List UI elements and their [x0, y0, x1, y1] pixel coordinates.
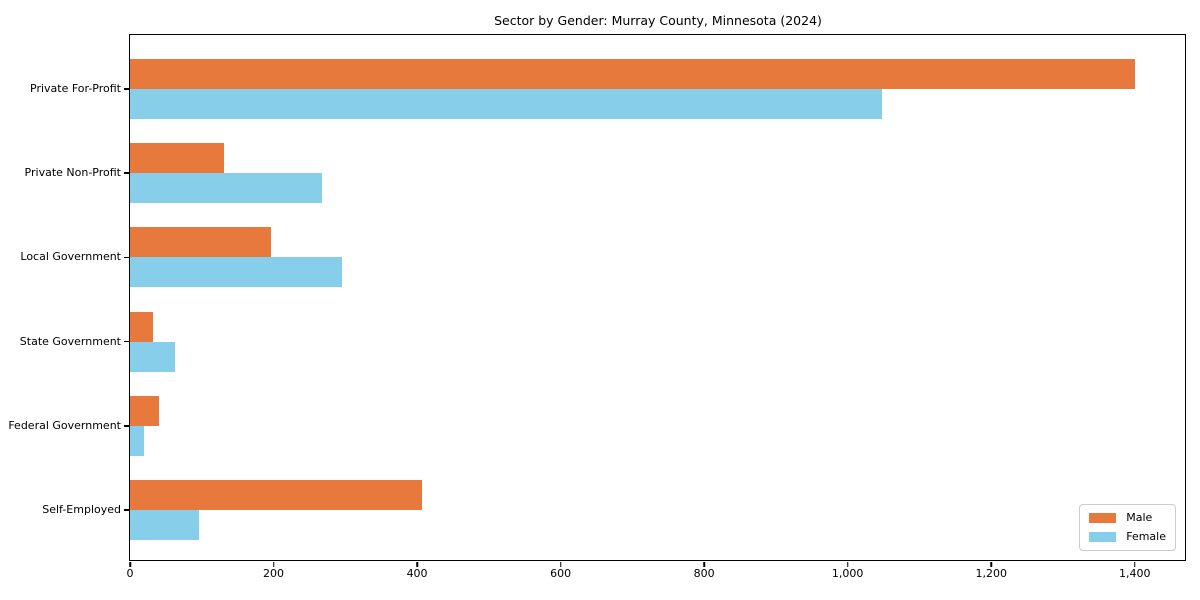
legend-item-male: Male [1089, 512, 1166, 524]
y-tick-mark [123, 88, 129, 90]
bar-male-private-non-profit [130, 143, 224, 174]
bar-female-private-for-profit [130, 89, 883, 119]
x-tick-mark [1134, 561, 1136, 567]
bar-male-federal-government [130, 395, 160, 426]
legend-swatch-female [1089, 532, 1117, 542]
x-tick-mark [703, 561, 705, 567]
x-tick-label: 1,400 [1119, 567, 1151, 580]
x-tick-label: 400 [406, 567, 428, 580]
bar-female-private-non-profit [130, 173, 323, 204]
legend: Male Female [1079, 504, 1176, 551]
x-tick-mark [559, 561, 562, 567]
y-tick-label: Self-Employed [42, 503, 121, 516]
bar-male-state-government [130, 311, 153, 342]
y-tick-mark [123, 425, 129, 427]
plot-area: Male Female Private For-Profit Private Non… [8, 34, 1186, 580]
x-tick-label: 1,200 [975, 567, 1007, 580]
bar-female-local-government [130, 257, 343, 288]
x-tick-mark [272, 561, 275, 567]
bar-female-federal-government [130, 425, 145, 456]
y-tick-mark [123, 340, 129, 343]
legend-label: Female [1126, 530, 1166, 543]
bar-female-state-government [130, 341, 175, 372]
y-tick-mark [123, 256, 129, 259]
bar-female-self-employed [130, 510, 199, 540]
y-tick-mark [123, 172, 129, 174]
y-tick-label: Private For-Profit [30, 82, 121, 95]
x-tick-label: 200 [263, 567, 285, 580]
x-tick-label: 800 [693, 567, 715, 580]
x-tick-mark [416, 561, 418, 567]
bar-male-local-government [130, 227, 271, 258]
y-tick-label: Federal Government [8, 418, 121, 432]
x-tick-label: 1,000 [831, 567, 864, 580]
legend-item-female: Female [1089, 531, 1166, 543]
x-tick-mark [129, 561, 131, 567]
bar-male-private-for-profit [130, 59, 1135, 89]
y-tick-label: Local Government [20, 250, 121, 264]
x-tick-mark [846, 561, 849, 567]
y-tick-label: State Government [19, 334, 121, 348]
y-tick-mark [123, 509, 129, 511]
x-tick-mark [990, 561, 992, 567]
x-tick-label: 600 [550, 567, 572, 580]
legend-label: Male [1126, 511, 1153, 524]
bar-male-self-employed [130, 480, 423, 510]
chart-title: Sector by Gender: Murray County, Minneso… [494, 13, 822, 28]
y-tick-label: Private Non-Profit [24, 166, 121, 180]
x-tick-label: 0 [126, 567, 134, 580]
legend-swatch-male [1089, 513, 1117, 523]
